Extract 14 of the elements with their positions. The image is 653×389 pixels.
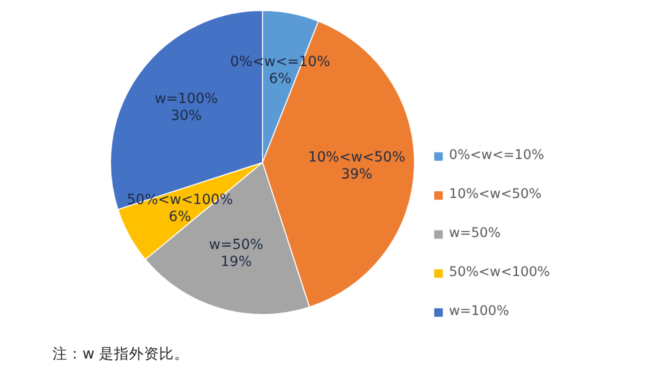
legend-label: 50%<w<100% bbox=[449, 265, 550, 280]
data-label: 6% bbox=[269, 70, 292, 87]
slice-label: 10%<w<50% bbox=[308, 149, 406, 166]
legend-label: w=50% bbox=[449, 226, 501, 241]
data-label: 19% bbox=[220, 254, 252, 270]
data-label: 6% bbox=[168, 208, 192, 225]
text: 注：w 是指外资比。 bbox=[52, 346, 190, 362]
slice-label: w=50% bbox=[209, 237, 264, 253]
legend-label: 0%<w<=10% bbox=[449, 148, 544, 163]
data-label: 30% bbox=[170, 108, 202, 124]
data-label: 39% bbox=[341, 166, 372, 182]
slice-label: w=100% bbox=[154, 91, 218, 108]
legend-label: w=100% bbox=[449, 304, 510, 319]
legend-label: 10%<w<50% bbox=[449, 187, 542, 202]
